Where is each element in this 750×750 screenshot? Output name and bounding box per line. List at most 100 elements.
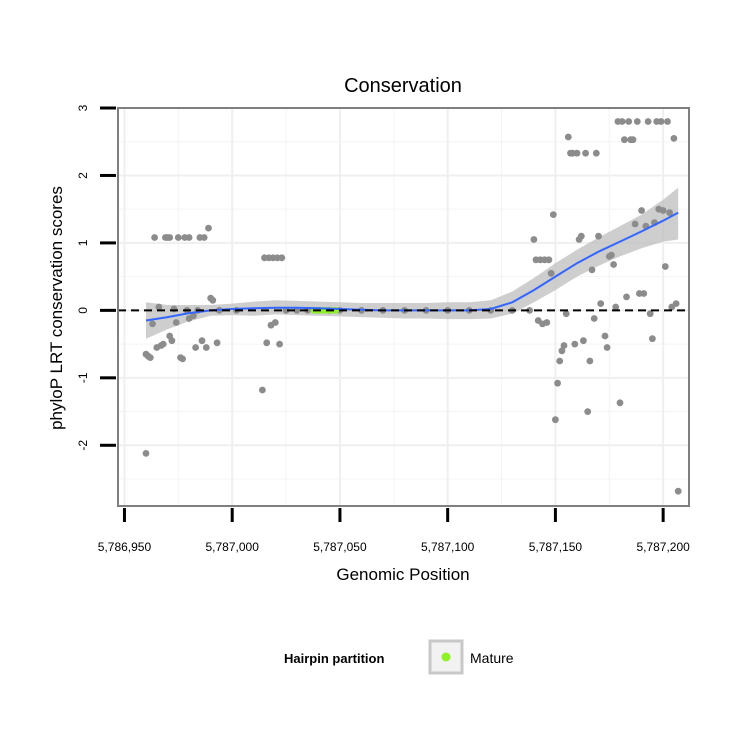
- data-point: [179, 355, 187, 363]
- data-point: [200, 234, 208, 241]
- data-point: [616, 399, 624, 407]
- legend-mature-dot: [441, 652, 451, 662]
- smooth-trend-line: [145, 211, 679, 322]
- x-tick-label: 5,787,050: [313, 540, 367, 554]
- x-tick-label: 5,786,950: [98, 540, 152, 554]
- x-tick-label: 5,787,200: [636, 540, 690, 554]
- data-point: [621, 136, 628, 144]
- data-point: [190, 312, 197, 320]
- data-point: [590, 315, 598, 322]
- y-tick-label: 2: [76, 172, 90, 179]
- data-point: [670, 135, 678, 142]
- data-point: [166, 234, 174, 241]
- data-point: [560, 342, 568, 349]
- data-point: [263, 339, 271, 347]
- data-point: [185, 234, 193, 241]
- data-point: [564, 133, 572, 141]
- y-tick-label: -1: [76, 372, 90, 383]
- data-point: [612, 303, 620, 311]
- data-point: [149, 320, 156, 328]
- data-point: [558, 347, 566, 355]
- data-point: [597, 300, 605, 307]
- data-point: [646, 310, 654, 318]
- data-point: [601, 332, 609, 340]
- data-point: [174, 234, 182, 241]
- data-point: [577, 232, 585, 240]
- data-point: [209, 296, 217, 304]
- data-point: [151, 234, 159, 241]
- data-point: [644, 118, 652, 125]
- data-point: [608, 251, 615, 259]
- data-point: [595, 232, 602, 240]
- x-axis: 5,786,950 5,787,000 5,787,050 5,787,100 5,78…: [98, 508, 690, 554]
- y-axis: 3 2 1 0 -1 -2: [76, 104, 116, 451]
- x-tick-label: 5,787,150: [529, 540, 583, 554]
- data-point: [631, 220, 639, 228]
- data-point: [586, 357, 594, 365]
- data-point: [672, 300, 680, 307]
- data-point: [205, 224, 212, 232]
- confidence-ribbon: [146, 187, 679, 339]
- data-point: [661, 263, 669, 270]
- data-point: [276, 340, 283, 348]
- data-point: [610, 261, 617, 268]
- data-point: [554, 379, 561, 387]
- y-tick-label: 1: [76, 239, 90, 246]
- data-point: [580, 337, 587, 345]
- data-point: [552, 416, 559, 424]
- data-point: [172, 319, 180, 326]
- data-point: [278, 254, 286, 262]
- data-point: [146, 354, 154, 361]
- data-point: [170, 305, 178, 313]
- data-point: [168, 337, 176, 345]
- plot-panel: [117, 107, 690, 507]
- data-point: [562, 310, 570, 318]
- x-tick-label: 5,787,000: [206, 540, 260, 554]
- plot-border: [117, 107, 690, 507]
- data-point: [556, 357, 564, 365]
- data-point: [657, 118, 665, 125]
- data-point: [666, 209, 673, 217]
- data-point: [623, 293, 630, 301]
- data-point: [259, 386, 266, 394]
- data-point: [603, 344, 611, 351]
- y-tick-label: 0: [76, 307, 90, 314]
- x-tick-label: 5,787,100: [421, 540, 475, 554]
- legend: Hairpin partition Mature: [284, 639, 514, 675]
- data-point: [640, 290, 648, 297]
- data-point: [545, 256, 553, 264]
- data-point: [649, 335, 656, 343]
- data-point: [659, 207, 667, 214]
- y-tick-label: 3: [76, 104, 90, 111]
- x-axis-label: Genomic Position: [336, 565, 469, 584]
- y-axis-label: phyloP LRT conservation scores: [47, 186, 66, 430]
- data-point: [271, 319, 279, 326]
- data-point: [629, 136, 637, 144]
- y-tick-label: -2: [76, 440, 90, 451]
- legend-title: Hairpin partition: [284, 651, 384, 666]
- data-point: [592, 149, 600, 157]
- data-point: [192, 344, 200, 351]
- data-point: [530, 236, 538, 243]
- data-point: [159, 340, 167, 348]
- data-point: [588, 266, 596, 274]
- data-point: [526, 307, 533, 314]
- data-point: [664, 118, 671, 125]
- data-point: [638, 207, 645, 214]
- data-point: [571, 340, 579, 348]
- legend-label-mature: Mature: [470, 650, 514, 666]
- data-point: [213, 339, 221, 347]
- data-point: [198, 337, 206, 345]
- data-point: [543, 319, 551, 326]
- data-point: [549, 211, 557, 219]
- data-point: [618, 118, 626, 125]
- data-point: [573, 149, 581, 157]
- data-point: [142, 450, 150, 457]
- chart-title: Conservation: [344, 75, 462, 97]
- data-point: [582, 149, 589, 157]
- data-point: [202, 344, 210, 351]
- data-point: [547, 269, 555, 277]
- data-point: [625, 118, 633, 125]
- data-point: [155, 303, 163, 311]
